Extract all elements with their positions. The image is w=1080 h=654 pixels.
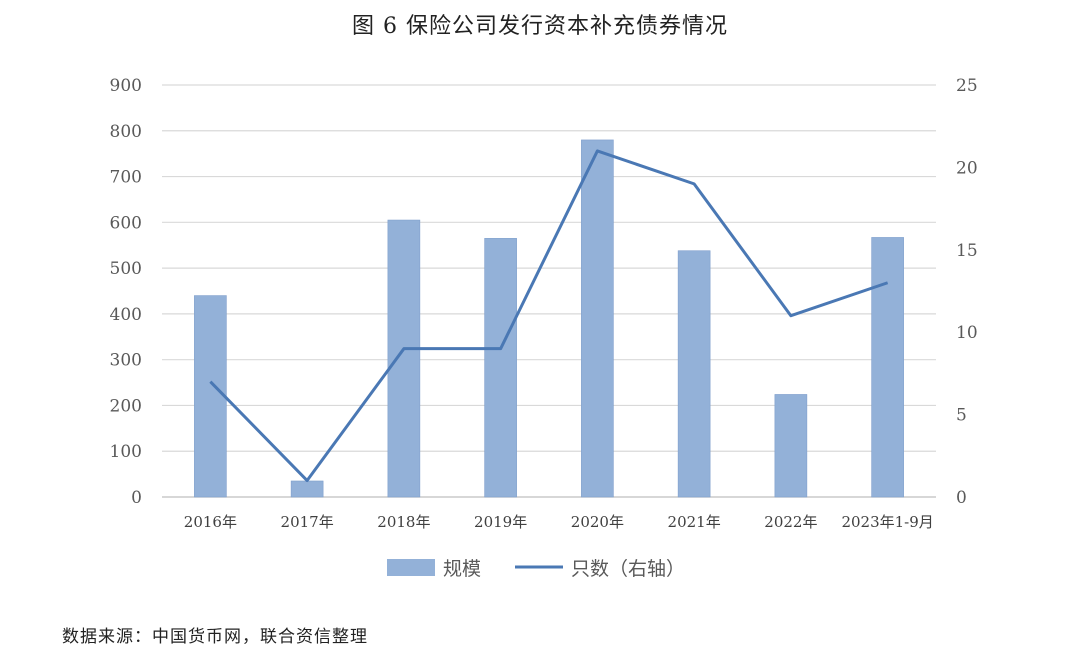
right-tick-label: 15 [956, 241, 978, 261]
left-tick-label: 700 [110, 168, 142, 188]
x-tick-label: 2020年 [571, 513, 624, 531]
x-tick-label: 2021年 [668, 513, 721, 531]
bar [774, 394, 808, 498]
left-tick-label: 0 [131, 488, 142, 508]
line-series [209, 149, 889, 483]
source-note: 数据来源：中国货币网，联合资信整理 [62, 627, 368, 647]
left-tick-label: 200 [110, 396, 142, 416]
x-tick-label: 2017年 [281, 513, 334, 531]
bar [871, 237, 904, 498]
bar [581, 139, 614, 498]
right-tick-label: 5 [956, 406, 967, 426]
legend-bar-label: 规模 [443, 558, 481, 580]
bar [677, 250, 711, 498]
left-tick-label: 500 [110, 259, 142, 279]
bar [484, 238, 517, 498]
legend: 规模 只数（右轴） [387, 558, 685, 580]
x-tick-label: 2018年 [377, 513, 430, 531]
x-tick-label: 2023年1-9月 [841, 513, 933, 531]
bar [290, 480, 324, 498]
legend-line-label: 只数（右轴） [571, 558, 685, 580]
left-axis-ticks: 0 100 200 300 400 500 600 700 800 900 [110, 76, 142, 508]
right-tick-label: 25 [956, 76, 978, 96]
x-tick-label: 2016年 [184, 513, 237, 531]
x-tick-label: 2022年 [764, 513, 817, 531]
legend-bar-swatch [387, 559, 435, 576]
right-tick-label: 0 [956, 488, 967, 508]
bar [194, 295, 227, 498]
left-tick-label: 900 [110, 76, 142, 96]
line-path [209, 149, 889, 483]
x-tick-label: 2019年 [474, 513, 527, 531]
right-tick-label: 20 [956, 158, 978, 178]
right-axis-ticks: 0 5 10 15 20 25 [956, 76, 978, 508]
left-tick-label: 600 [110, 213, 142, 233]
right-tick-label: 10 [956, 323, 978, 343]
left-tick-label: 800 [110, 122, 142, 142]
bar-series [194, 139, 904, 498]
left-tick-label: 300 [110, 351, 142, 371]
bar [387, 219, 421, 498]
category-labels: 2016年 2017年 2018年 2019年 2020年 2021年 2022年 2023年… [184, 513, 934, 531]
left-tick-label: 100 [110, 442, 142, 462]
left-tick-label: 400 [110, 305, 142, 325]
chart-title: 图 6 保险公司发行资本补充债券情况 [352, 14, 728, 39]
gridlines [162, 84, 936, 498]
